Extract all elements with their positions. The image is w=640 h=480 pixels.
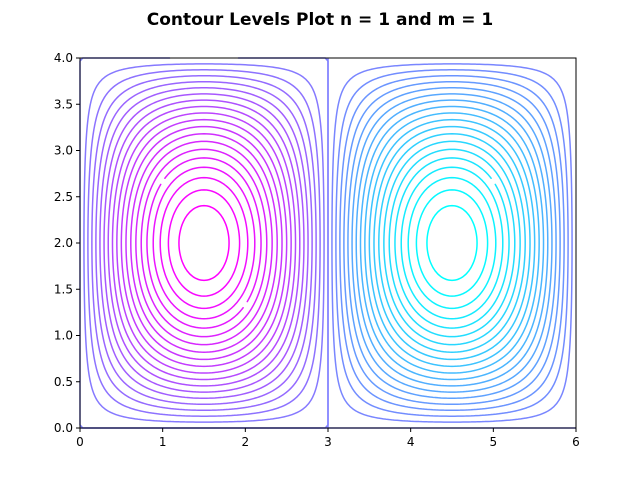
y-tick-label: 4.0 bbox=[54, 51, 73, 65]
contour-level-10 bbox=[364, 112, 540, 374]
y-tick-label: 2.5 bbox=[54, 190, 73, 204]
contour-level-21 bbox=[87, 69, 321, 417]
contour-level-15 bbox=[343, 80, 561, 406]
contour-level-33 bbox=[140, 148, 268, 338]
contour-level-23 bbox=[95, 80, 313, 406]
y-tick-label: 0.0 bbox=[54, 421, 73, 435]
contour-level-9 bbox=[368, 118, 536, 368]
contour-level-14 bbox=[347, 87, 557, 399]
contour-level-24 bbox=[99, 87, 309, 399]
y-tick-label: 0.5 bbox=[54, 375, 73, 389]
contour-level-6 bbox=[383, 140, 521, 346]
contour-level-25 bbox=[103, 93, 305, 393]
contour-level-3 bbox=[400, 166, 504, 320]
contour-level-38 bbox=[178, 204, 230, 282]
contour-level-28 bbox=[116, 112, 292, 374]
x-tick-label: 3 bbox=[324, 435, 332, 449]
contour-level-2 bbox=[407, 176, 497, 310]
contour-level-37 bbox=[167, 189, 241, 297]
contour-level-26 bbox=[107, 99, 301, 387]
x-tick-label: 6 bbox=[572, 435, 580, 449]
contour-level-22 bbox=[91, 74, 317, 412]
contour-level-27 bbox=[111, 105, 297, 381]
y-tick-label: 2.0 bbox=[54, 236, 73, 250]
y-tick-label: 1.5 bbox=[54, 282, 73, 296]
contour-level-16 bbox=[339, 74, 565, 412]
x-tick-label: 1 bbox=[159, 435, 167, 449]
contour-level-36 bbox=[159, 176, 249, 310]
contour-level-30 bbox=[125, 125, 283, 361]
y-tick-label: 1.0 bbox=[54, 329, 73, 343]
contour-level-5 bbox=[388, 148, 516, 338]
contour-level-20 bbox=[83, 63, 325, 423]
contour-level-29 bbox=[120, 118, 288, 368]
contour-level-34 bbox=[146, 157, 262, 329]
contour-level-13 bbox=[351, 93, 553, 393]
contour-level-7 bbox=[378, 133, 526, 353]
x-tick-label: 5 bbox=[490, 435, 498, 449]
contour-level-11 bbox=[359, 105, 545, 381]
contour-lines bbox=[79, 57, 576, 429]
x-axis: 0 1 2 3 4 5 6 bbox=[76, 428, 580, 449]
contour-level-0 bbox=[426, 204, 478, 282]
y-axis: 0.0 0.5 1.0 1.5 2.0 2.5 3.0 3.5 4.0 bbox=[54, 51, 80, 435]
contour-level-17 bbox=[335, 69, 569, 417]
y-tick-label: 3.5 bbox=[54, 97, 73, 111]
contour-level-4 bbox=[394, 157, 510, 329]
contour-level-31 bbox=[130, 133, 278, 353]
x-tick-label: 4 bbox=[407, 435, 415, 449]
chart-title: Contour Levels Plot n = 1 and m = 1 bbox=[147, 10, 494, 30]
contour-level-18 bbox=[331, 63, 573, 423]
y-tick-label: 3.0 bbox=[54, 144, 73, 158]
x-tick-label: 2 bbox=[242, 435, 250, 449]
contour-level-8 bbox=[373, 125, 531, 361]
x-tick-label: 0 bbox=[76, 435, 84, 449]
contour-level-1 bbox=[415, 189, 489, 297]
contour-level-12 bbox=[355, 99, 549, 387]
contour-level-32 bbox=[135, 140, 273, 346]
contour-level-35 bbox=[152, 166, 256, 320]
